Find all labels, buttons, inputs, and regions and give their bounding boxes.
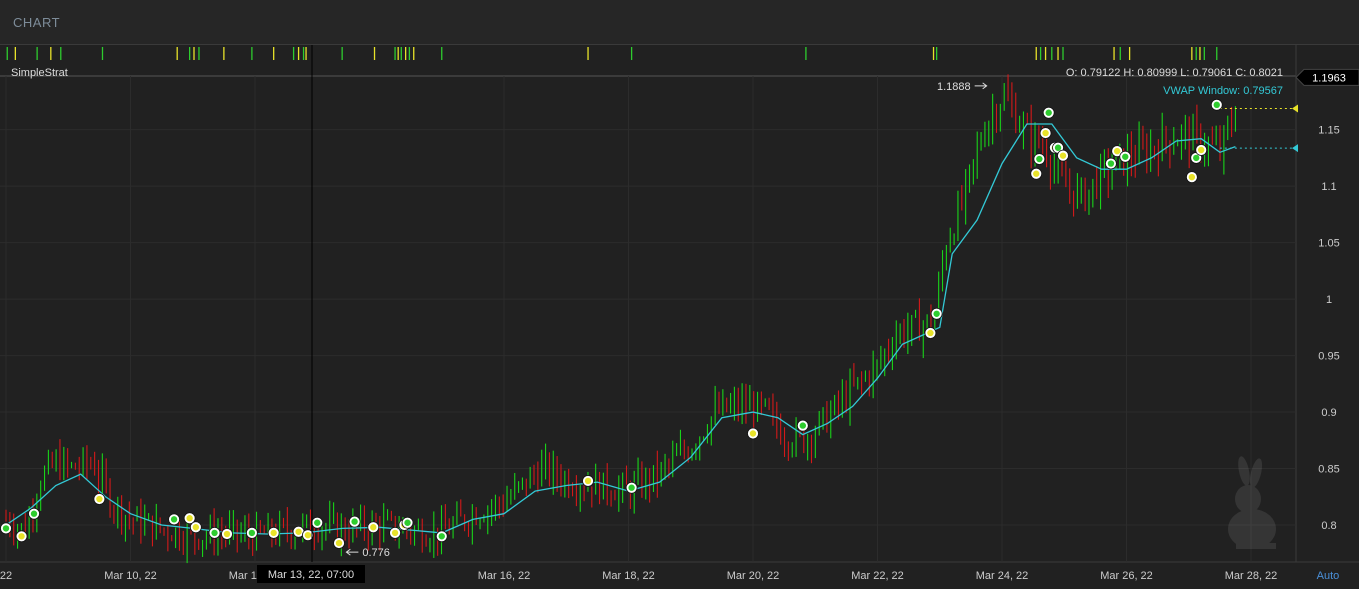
signal-marker-center [1054, 144, 1062, 151]
x-tick-label: Mar 20, 22 [727, 570, 780, 582]
signal-markers [0, 98, 1223, 549]
signal-marker-center [223, 530, 231, 538]
price-chart[interactable]: 0.8 0.85 0.9 0.95 1 1.05 1.1 1.15 22 Mar 10, 22 M… [0, 45, 1359, 589]
price-levels [1219, 104, 1298, 153]
signal-marker-center [1033, 170, 1040, 177]
plot-background [0, 45, 1296, 562]
annotation-label: 1.1888 [937, 81, 971, 93]
y-tick-label: 1.05 [1318, 238, 1339, 250]
signal-marker-center [933, 310, 940, 317]
candles [5, 74, 1236, 564]
x-tick-label: Mar 16, 22 [478, 570, 531, 582]
crosshair-label-box [257, 565, 365, 583]
x-tick-label: Mar 18, 22 [602, 570, 655, 582]
signal-marker-center [18, 533, 25, 540]
annotation-arrow [345, 548, 359, 556]
price-level-marker [1292, 104, 1298, 113]
signal-marker-center [30, 510, 38, 517]
y-axis-panel[interactable] [1296, 45, 1359, 562]
signal-marker-center [2, 525, 10, 532]
signal-marker-center [1113, 147, 1121, 155]
signal-marker-center [270, 529, 277, 537]
x-tick-label: 22 [0, 570, 12, 582]
grid [0, 76, 1296, 562]
signal-marker-center [248, 529, 256, 537]
y-axis-ticks: 0.8 0.85 0.9 0.95 1 1.05 1.1 1.15 [1318, 125, 1339, 532]
signal-marker-center [1107, 160, 1115, 167]
y-tick-label: 1 [1326, 294, 1332, 306]
x-tick-label: Mar 22, 22 [851, 570, 904, 582]
signal-marker-center [1042, 129, 1049, 137]
signal-marker-center [927, 329, 934, 337]
signal-marker-center [1213, 101, 1220, 109]
vwap-readout: VWAP Window: 0.79567 [1163, 85, 1283, 97]
crosshair-label: Mar 13, 22, 07:00 [268, 569, 354, 581]
signal-marker-center [391, 529, 399, 537]
y-tick-label: 0.8 [1321, 520, 1336, 532]
signal-marker-center [211, 529, 218, 537]
chart-header: CHART [0, 0, 1359, 45]
signal-marker-center [1059, 152, 1067, 159]
signal-marker-center [1188, 173, 1196, 181]
signal-marker-center [1198, 146, 1205, 154]
last-price-tag: 1.1963 [1295, 68, 1359, 86]
signal-marker-center [1036, 155, 1043, 163]
y-tick-label: 1.15 [1318, 125, 1339, 137]
y-tick-label: 0.9 [1321, 407, 1336, 419]
signal-marker-center [192, 524, 200, 531]
signal-marker-center [404, 519, 411, 526]
signal-marker-center [799, 422, 806, 429]
signal-marker-center [351, 518, 358, 525]
signal-marker-center [295, 528, 302, 535]
annotations: 1.1888 0.776 [345, 81, 988, 559]
x-tick-label: Mar 26, 22 [1100, 570, 1153, 582]
annotation-arrow [974, 82, 988, 90]
last-price-label: 1.1963 [1312, 72, 1346, 84]
signal-marker-center [749, 430, 757, 437]
ohlc-readout: O: 0.79122 H: 0.80999 L: 0.79061 C: 0.80… [1066, 67, 1283, 79]
study-name[interactable]: SimpleStrat [11, 67, 68, 79]
signal-marker-center [314, 519, 321, 526]
y-tick-label: 1.1 [1321, 181, 1336, 193]
signal-marker-center [304, 531, 312, 539]
chart-header-title: CHART [13, 15, 61, 30]
signal-marker-center [1122, 153, 1129, 160]
annotation-label: 0.776 [362, 547, 390, 559]
y-tick-label: 0.85 [1318, 464, 1339, 476]
signal-marker-center [628, 484, 635, 491]
signal-marker-center [584, 477, 592, 485]
signal-marker-center [170, 516, 178, 523]
price-level-marker [1292, 144, 1298, 153]
signal-marker-center [370, 524, 377, 531]
y-tick-label: 0.95 [1318, 351, 1339, 363]
signal-marker-center [186, 515, 193, 522]
x-tick-label: Mar 24, 22 [976, 570, 1029, 582]
scale-mode-button[interactable]: Auto [1317, 570, 1340, 582]
signal-marker-center [438, 533, 445, 540]
watermark-rabbit-logo [1228, 456, 1276, 549]
signal-marker-center [1045, 109, 1052, 116]
signal-strip [6, 47, 1218, 60]
signal-marker-center [335, 539, 343, 547]
x-tick-label: Mar 28, 22 [1225, 570, 1278, 582]
x-tick-label: Mar 10, 22 [104, 570, 157, 582]
x-axis-ticks: 22 Mar 10, 22 Mar 12, 22 Mar 16, 22 Mar 18, … [0, 570, 1277, 582]
signal-marker-center [96, 495, 103, 503]
signal-marker-center [1193, 154, 1200, 162]
